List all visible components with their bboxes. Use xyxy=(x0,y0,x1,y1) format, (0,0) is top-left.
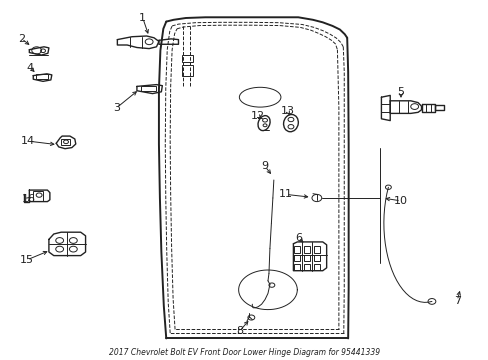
Bar xyxy=(313,255,319,261)
Text: 13: 13 xyxy=(280,106,294,116)
Bar xyxy=(61,139,70,145)
Bar xyxy=(313,264,319,270)
Text: 15: 15 xyxy=(20,255,34,265)
Bar xyxy=(304,246,309,253)
Text: 2: 2 xyxy=(18,33,25,44)
Bar xyxy=(182,55,192,62)
Text: 2017 Chevrolet Bolt EV Front Door Lower Hinge Diagram for 95441339: 2017 Chevrolet Bolt EV Front Door Lower … xyxy=(109,348,379,356)
Bar xyxy=(304,264,309,270)
Text: 4: 4 xyxy=(27,63,34,73)
Text: 10: 10 xyxy=(393,196,407,206)
Bar xyxy=(33,191,42,201)
Text: 1: 1 xyxy=(139,13,146,23)
Bar xyxy=(36,74,48,79)
Bar xyxy=(141,86,155,91)
Text: 16: 16 xyxy=(21,194,35,204)
Bar xyxy=(304,255,309,261)
Text: 8: 8 xyxy=(236,326,243,336)
Text: 5: 5 xyxy=(397,87,404,97)
Text: 3: 3 xyxy=(113,103,120,113)
Text: 9: 9 xyxy=(261,161,268,171)
Bar xyxy=(294,264,300,270)
Bar xyxy=(182,65,192,76)
Text: 12: 12 xyxy=(251,111,264,121)
Text: 14: 14 xyxy=(21,136,35,146)
Bar xyxy=(294,255,300,261)
Bar xyxy=(313,246,319,253)
Bar xyxy=(294,246,300,253)
Text: 7: 7 xyxy=(453,296,460,306)
Text: 11: 11 xyxy=(279,189,292,199)
Text: 6: 6 xyxy=(294,233,301,243)
